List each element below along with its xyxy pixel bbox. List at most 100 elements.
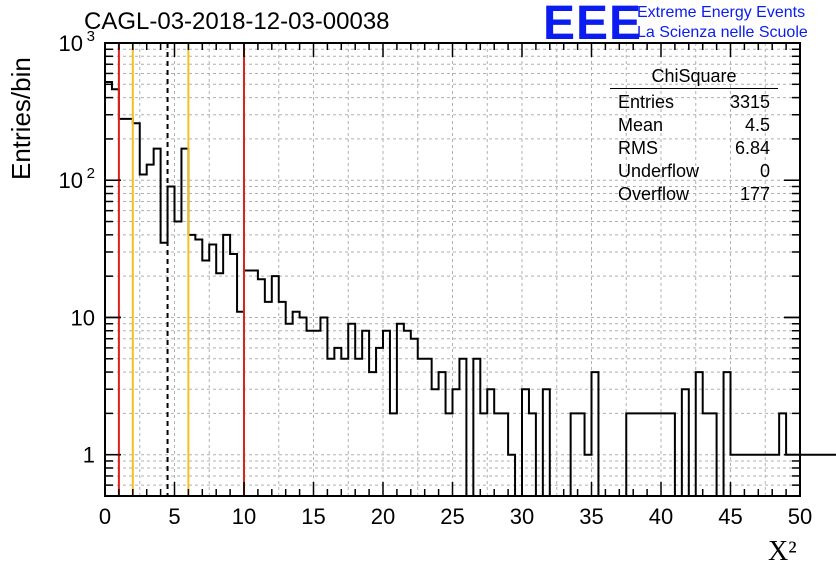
histogram-bin — [369, 372, 376, 496]
histogram-bin — [202, 261, 209, 496]
histogram-bin — [140, 175, 147, 496]
y-tick-label: 1 — [83, 443, 95, 468]
stats-value: 3315 — [729, 92, 770, 112]
x-tick-label: 20 — [371, 504, 395, 529]
histogram-bin — [633, 413, 640, 496]
stats-label: RMS — [618, 138, 658, 158]
histogram-bin — [585, 455, 592, 496]
x-tick-label: 25 — [440, 504, 464, 529]
histogram-bin — [425, 359, 432, 496]
histogram-bin — [251, 270, 258, 496]
stats-row-underflow: Underflow 0 — [610, 160, 778, 183]
x-axis-label: X² — [768, 536, 797, 567]
stats-row-entries: Entries 3315 — [610, 91, 778, 114]
histogram-bin — [390, 413, 397, 496]
stats-row-mean: Mean 4.5 — [610, 114, 778, 137]
histogram-bin — [432, 389, 439, 496]
histogram-bin — [348, 324, 355, 496]
histogram-bin — [154, 149, 161, 496]
histogram-bin — [800, 455, 807, 496]
histogram-bin — [188, 235, 195, 496]
stats-label: Entries — [618, 92, 675, 112]
histogram-bin — [126, 119, 133, 496]
histogram-bin — [751, 455, 758, 496]
x-tick-label: 35 — [579, 504, 603, 529]
x-tick-label: 50 — [788, 504, 812, 529]
histogram-bin — [327, 359, 334, 496]
histogram-bin — [682, 389, 689, 496]
eee-logo-mark: EEE — [543, 0, 643, 50]
histogram-bin — [592, 372, 599, 496]
histogram-bin — [571, 413, 578, 496]
histogram-bin — [765, 455, 772, 496]
histogram-bin — [439, 372, 446, 496]
histogram-bin — [230, 254, 237, 496]
histogram-bin — [105, 82, 112, 496]
histogram-bin — [647, 413, 654, 496]
stats-box: ChiSquare Entries 3315 Mean 4.5 RMS 6.84… — [610, 66, 778, 208]
histogram-bin — [286, 324, 293, 496]
histogram-bin — [223, 235, 230, 496]
histogram-bin — [737, 455, 744, 496]
histogram-bin — [744, 455, 751, 496]
histogram-bin — [265, 302, 272, 496]
x-tick-label: 15 — [301, 504, 325, 529]
histogram-bin — [661, 413, 668, 496]
histogram-bin — [758, 455, 765, 496]
histogram-bin — [112, 89, 119, 496]
x-tick-label: 10 — [232, 504, 256, 529]
histogram-bin — [119, 119, 126, 496]
stats-label: Overflow — [618, 184, 690, 204]
histogram-bin — [724, 372, 731, 496]
histogram-bin — [640, 413, 647, 496]
stats-value: 177 — [739, 184, 770, 204]
histogram-bin — [383, 331, 390, 496]
stats-value: 0 — [759, 161, 770, 181]
histogram-bin — [272, 276, 279, 496]
histogram-bin — [244, 270, 251, 496]
histogram-bin — [821, 455, 828, 496]
histogram-bin — [703, 413, 710, 496]
histogram-bin — [411, 339, 418, 496]
stats-value: 4.5 — [744, 115, 770, 135]
x-tick-label: 0 — [99, 504, 111, 529]
stats-value: 6.84 — [734, 138, 770, 158]
histogram-bin — [418, 359, 425, 496]
y-tick-label: 10 — [59, 31, 83, 56]
histogram-bin — [501, 413, 508, 496]
histogram-bin — [320, 317, 327, 496]
histogram-bin — [168, 187, 175, 496]
histogram-bin — [453, 389, 460, 496]
histogram-bin — [668, 413, 675, 496]
y-tick-exponent: 2 — [87, 165, 95, 182]
stats-box-title: ChiSquare — [610, 66, 778, 89]
x-tick-label: 30 — [510, 504, 534, 529]
histogram-bin — [397, 324, 404, 496]
stats-row-rms: RMS 6.84 — [610, 137, 778, 160]
histogram-bin — [731, 455, 738, 496]
x-tick-label: 5 — [168, 504, 180, 529]
histogram-bin — [710, 413, 717, 496]
histogram-bin — [487, 389, 494, 496]
histogram-bin — [473, 359, 480, 496]
histogram-bin — [195, 239, 202, 496]
histogram-bin — [459, 359, 466, 496]
histogram-bin — [279, 302, 286, 496]
histogram-bin — [161, 243, 168, 496]
y-tick-label: 10 — [59, 168, 83, 193]
histogram-bin — [529, 413, 536, 496]
histogram-bin — [355, 359, 362, 496]
histogram-bin — [362, 331, 369, 496]
stats-row-overflow: Overflow 177 — [610, 183, 778, 206]
histogram-bin — [626, 413, 633, 496]
histogram-bin — [543, 389, 550, 496]
histogram-bin — [314, 331, 321, 496]
histogram-bin — [175, 222, 182, 496]
y-tick-label: 10 — [71, 305, 95, 330]
histogram-bin — [522, 389, 529, 496]
histogram-bin — [814, 455, 821, 496]
histogram-bin — [508, 455, 515, 496]
histogram-bin — [293, 312, 300, 496]
histogram-bin — [654, 413, 661, 496]
eee-logo-line2: La Scienza nelle Scuole — [637, 24, 808, 41]
